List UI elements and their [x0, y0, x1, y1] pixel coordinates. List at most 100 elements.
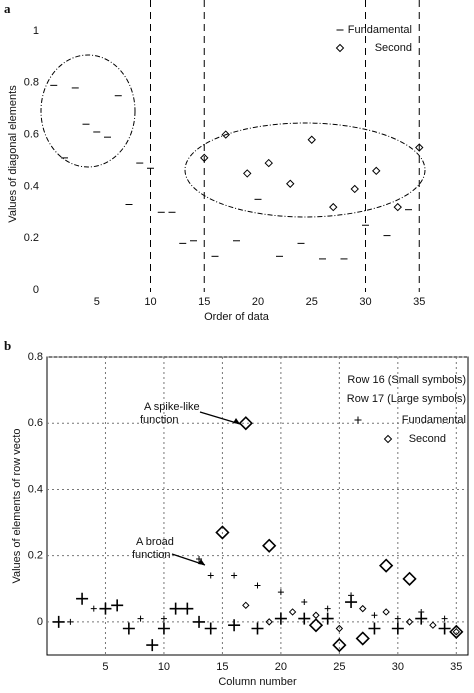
marker-diamond [350, 184, 359, 194]
marker-diamond [429, 621, 437, 629]
marker-diamond [286, 179, 295, 188]
x-tick-label: 5 [102, 661, 108, 673]
marker-diamond [238, 416, 253, 431]
y-tick-label: 0.8 [28, 351, 43, 363]
y-axis-label: Values of elements of row vecto [11, 428, 23, 583]
marker-plus [196, 555, 203, 562]
y-tick-label: 0.6 [28, 417, 43, 429]
y-tick-label: 0.8 [24, 77, 39, 89]
annotation: function [140, 414, 179, 426]
marker-plus [277, 589, 284, 596]
marker-plus [169, 602, 182, 615]
marker-plus [324, 605, 331, 612]
x-tick-label: 35 [413, 296, 425, 308]
annotation: function [132, 549, 171, 561]
cluster-ellipse [40, 54, 136, 168]
marker-plus [441, 615, 448, 622]
y-axis-label: Values of diagonal elements [7, 85, 19, 223]
marker-plus [274, 612, 287, 625]
marker-plus [251, 622, 264, 635]
marker-diamond [308, 618, 324, 633]
marker-diamond [335, 43, 345, 53]
marker-diamond [221, 130, 230, 139]
marker-plus [160, 615, 167, 622]
marker-diamond [264, 158, 273, 168]
x-tick-label: 25 [333, 661, 345, 673]
marker-plus [321, 612, 334, 625]
marker-diamond [359, 604, 367, 613]
x-tick-label: 15 [216, 661, 228, 673]
marker-plus [438, 622, 451, 635]
marker-plus [99, 602, 112, 615]
marker-plus [67, 618, 74, 625]
marker-diamond [215, 525, 230, 540]
marker-diamond [307, 135, 316, 144]
marker-plus [228, 619, 241, 632]
x-tick-label: 20 [252, 296, 264, 308]
marker-plus [157, 622, 170, 635]
marker-diamond [382, 608, 390, 616]
marker-plus [345, 596, 358, 609]
x-tick-label: 5 [94, 296, 100, 308]
marker-diamond [393, 202, 402, 212]
marker-diamond [452, 628, 461, 636]
marker-plus [368, 622, 381, 635]
marker-plus [371, 612, 378, 619]
y-tick-label: 0 [37, 616, 43, 628]
legend-group-label: Row 17 (Large symbols) [347, 393, 466, 405]
marker-diamond [329, 202, 338, 212]
cluster-ellipse [184, 122, 426, 218]
marker-diamond [449, 624, 464, 639]
legend-label: Second [409, 433, 446, 445]
marker-diamond [335, 624, 344, 633]
marker-diamond [332, 637, 347, 653]
arrow-head [233, 418, 240, 424]
marker-diamond [415, 143, 424, 152]
panel-label: b [4, 338, 11, 353]
arrow-head [198, 559, 205, 565]
x-axis-label: Column number [218, 676, 297, 688]
y-tick-label: 0.4 [24, 180, 39, 192]
marker-diamond [262, 538, 277, 553]
x-tick-label: 35 [450, 661, 462, 673]
marker-plus [391, 622, 404, 635]
legend-label: Fundamental [348, 24, 412, 36]
legend-group-label: Row 16 (Small symbols) [347, 374, 466, 386]
x-tick-label: 15 [198, 296, 210, 308]
marker-plus [204, 622, 217, 635]
marker-plus [181, 602, 194, 615]
marker-plus [52, 615, 65, 628]
y-tick-label: 0.6 [24, 128, 39, 140]
marker-plus [354, 416, 362, 424]
y-tick-label: 0 [33, 284, 39, 296]
annotation-arrow [199, 411, 241, 425]
x-tick-label: 20 [275, 661, 287, 673]
marker-diamond [355, 631, 370, 646]
y-tick-label: 0.4 [28, 483, 43, 495]
marker-diamond [379, 558, 394, 573]
x-tick-label: 30 [392, 661, 404, 673]
marker-plus [111, 599, 124, 612]
y-tick-label: 0.2 [24, 232, 39, 244]
marker-plus [90, 605, 97, 612]
marker-diamond [383, 434, 393, 444]
annotation: A broad [136, 536, 174, 548]
x-tick-label: 10 [158, 661, 170, 673]
marker-diamond [265, 618, 273, 626]
marker-plus [415, 612, 428, 625]
marker-diamond [405, 618, 414, 626]
marker-diamond [402, 571, 417, 586]
marker-plus [298, 612, 311, 625]
x-axis-label: Order of data [204, 311, 270, 323]
marker-plus [122, 622, 135, 635]
marker-plus [231, 572, 238, 579]
marker-plus [254, 582, 261, 589]
marker-plus [137, 615, 144, 622]
x-tick-label: 10 [144, 296, 156, 308]
marker-plus [207, 572, 214, 579]
marker-diamond [200, 153, 209, 163]
panel-label: a [4, 1, 11, 16]
marker-diamond [243, 169, 252, 178]
marker-diamond [242, 601, 250, 610]
